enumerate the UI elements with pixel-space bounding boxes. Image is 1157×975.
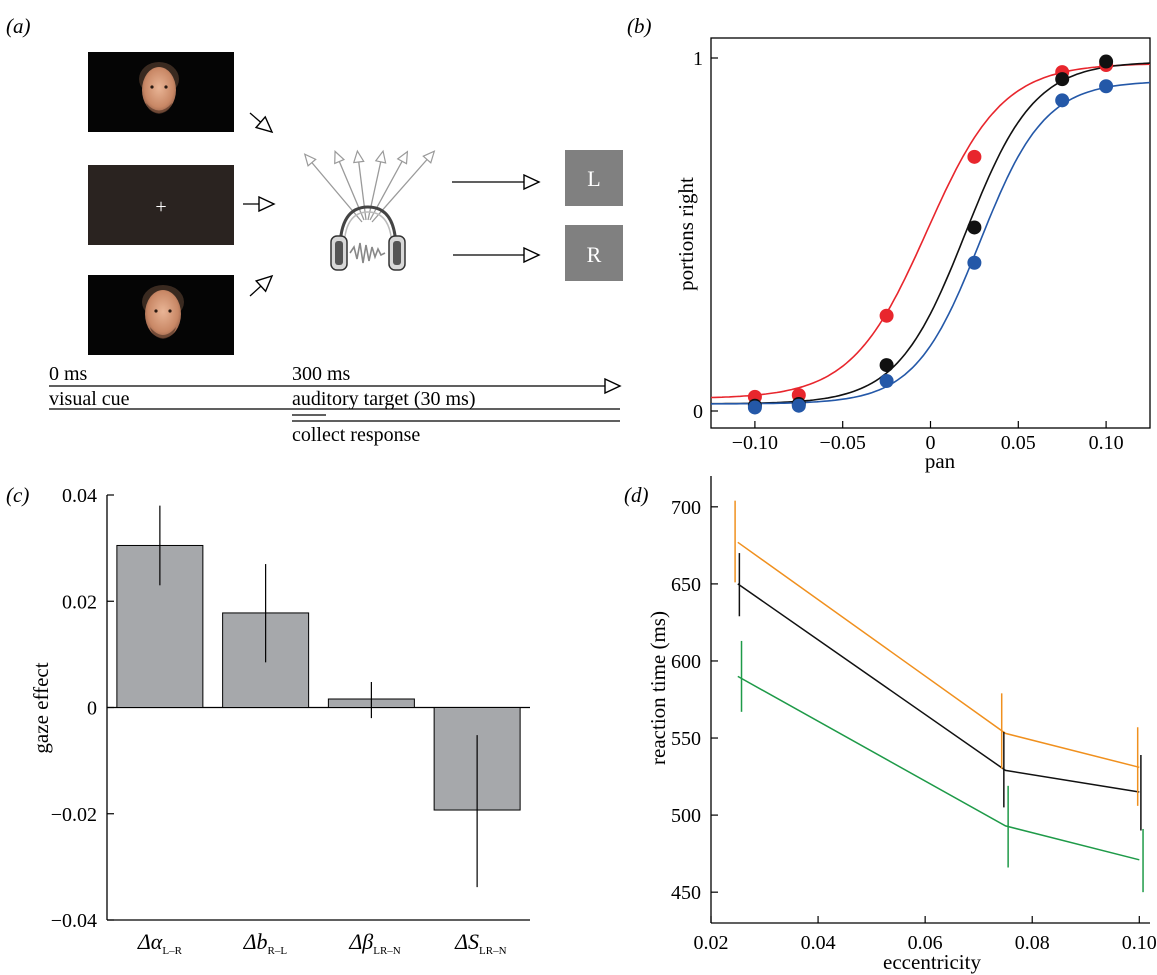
face-stimulus-bottom	[88, 275, 234, 355]
response-left-label: L	[587, 166, 600, 191]
timeline: 0 ms 300 ms visual cue auditory target (…	[49, 363, 620, 446]
x-tick-label: −0.05	[820, 432, 866, 454]
y-tick-label: −0.02	[51, 804, 97, 826]
x-tick-label: 0.02	[694, 932, 729, 954]
data-point-blue	[967, 255, 982, 270]
plot-d-yticks: 700 650 600 550 500 450	[671, 497, 718, 904]
panel-b: (b) −0.10 −0.05 0 0.05 0.10 01 pan portions …	[627, 14, 1151, 473]
category-label: ΔbR–L	[243, 929, 288, 957]
category-label: ΔαL–R	[137, 929, 183, 957]
response-right-key: R	[565, 225, 623, 281]
x-tick-label: 0.10	[1122, 932, 1157, 954]
panel-d-label: (d)	[624, 483, 649, 507]
fixation-cross: +	[155, 196, 166, 218]
timeline-collect-response: collect response	[292, 424, 420, 446]
y-tick-label: 600	[671, 651, 701, 673]
y-tick-label: 650	[671, 574, 701, 596]
series-line-black	[737, 583, 1140, 793]
x-tick-label: 0.08	[1015, 932, 1050, 954]
series-line-orange	[737, 541, 1140, 769]
plot-b-border	[710, 37, 1151, 429]
plot-d-lines	[737, 541, 1140, 861]
data-point-blue	[1099, 79, 1114, 94]
fit-curve-blue	[710, 81, 1151, 405]
fit-curve-red	[710, 63, 1151, 399]
x-tick-label: 0.10	[1089, 432, 1124, 454]
timeline-t1: 300 ms	[292, 363, 351, 385]
panel-c-label: (c)	[6, 483, 29, 507]
category-label: ΔSLR–N	[454, 929, 506, 957]
y-tick-label: 550	[671, 728, 701, 750]
y-tick-label: −0.04	[51, 910, 97, 932]
data-point-black	[1099, 54, 1114, 69]
plot-d-errorbars	[734, 500, 1144, 893]
arrow-down-right	[249, 112, 272, 132]
y-tick-label: 450	[671, 882, 701, 904]
category-label: ΔβLR–N	[348, 929, 400, 957]
plot-b-xticks: −0.10 −0.05 0 0.05 0.10	[732, 421, 1124, 454]
face-stimulus-top	[88, 52, 234, 132]
data-point-black	[879, 358, 894, 373]
data-point-red	[879, 308, 894, 323]
data-point-black	[967, 220, 982, 235]
plot-c-categories: ΔαL–R ΔbR–L ΔβLR–N ΔSLR–N	[137, 929, 507, 957]
response-left-key: L	[565, 150, 623, 206]
plot-c-bars	[116, 544, 521, 811]
plot-c-ylabel: gaze effect	[29, 662, 53, 753]
plot-b-frame	[710, 37, 1151, 429]
panel-a-label: (a)	[6, 14, 31, 38]
face-shape	[145, 290, 181, 338]
plot-d-axes	[710, 476, 1150, 924]
plot-b-yticks: 01	[693, 48, 718, 423]
timeline-visual-cue: visual cue	[49, 388, 130, 410]
series-line-green	[737, 675, 1140, 861]
plot-b-xlabel: pan	[925, 449, 956, 473]
fit-curve-black	[711, 62, 1151, 405]
x-tick-label: 0	[926, 432, 936, 454]
y-tick-label: 0.02	[62, 591, 97, 613]
x-tick-label: 0.06	[908, 932, 943, 954]
plot-c-yticks: 0.04 0.02 0 −0.02 −0.04	[51, 485, 114, 932]
plot-b-fits	[710, 62, 1151, 405]
fixation-screen: +	[88, 165, 234, 245]
face-shape	[142, 67, 176, 113]
headphones-icon	[303, 149, 436, 271]
panel-a: (a) +	[6, 14, 623, 446]
plot-b-ylabel: portions right	[674, 177, 698, 291]
plot-d-ylabel: reaction time (ms)	[646, 611, 670, 765]
y-tick-label: 700	[671, 497, 701, 519]
timeline-t0: 0 ms	[49, 363, 88, 385]
y-tick-label: 0	[87, 698, 97, 720]
data-point-red	[967, 149, 982, 164]
plot-d-xlabel: eccentricity	[883, 950, 981, 974]
x-tick-label: −0.10	[732, 432, 778, 454]
plot-d-xticks: 0.02 0.04 0.06 0.08 0.10	[694, 916, 1157, 954]
x-tick-label: 0.05	[1001, 432, 1036, 454]
arrow-up-right	[249, 276, 272, 297]
data-point-black	[1055, 72, 1070, 87]
y-tick-label: 1	[693, 48, 703, 70]
y-tick-label: 500	[671, 805, 701, 827]
y-tick-label: 0.04	[62, 485, 97, 507]
panel-d: (d) 0.02 0.04 0.06 0.08 0.10 700 650 600 550 500…	[624, 476, 1157, 974]
plot-b-points	[747, 54, 1114, 415]
data-point-blue	[791, 398, 806, 413]
plot-c-errorbars	[159, 505, 478, 888]
x-tick-label: 0.04	[801, 932, 836, 954]
data-point-blue	[879, 373, 894, 388]
timeline-auditory-target: auditory target (30 ms)	[292, 388, 475, 410]
panel-b-label: (b)	[627, 14, 652, 38]
panel-c: (c) 0.04 0.02 0 −0.02 −0.04 ΔαL–R ΔbR–L ΔβLR–N…	[6, 483, 530, 957]
response-right-label: R	[587, 242, 602, 267]
data-point-blue	[1055, 93, 1070, 108]
y-tick-label: 0	[693, 401, 703, 423]
data-point-blue	[747, 400, 762, 415]
